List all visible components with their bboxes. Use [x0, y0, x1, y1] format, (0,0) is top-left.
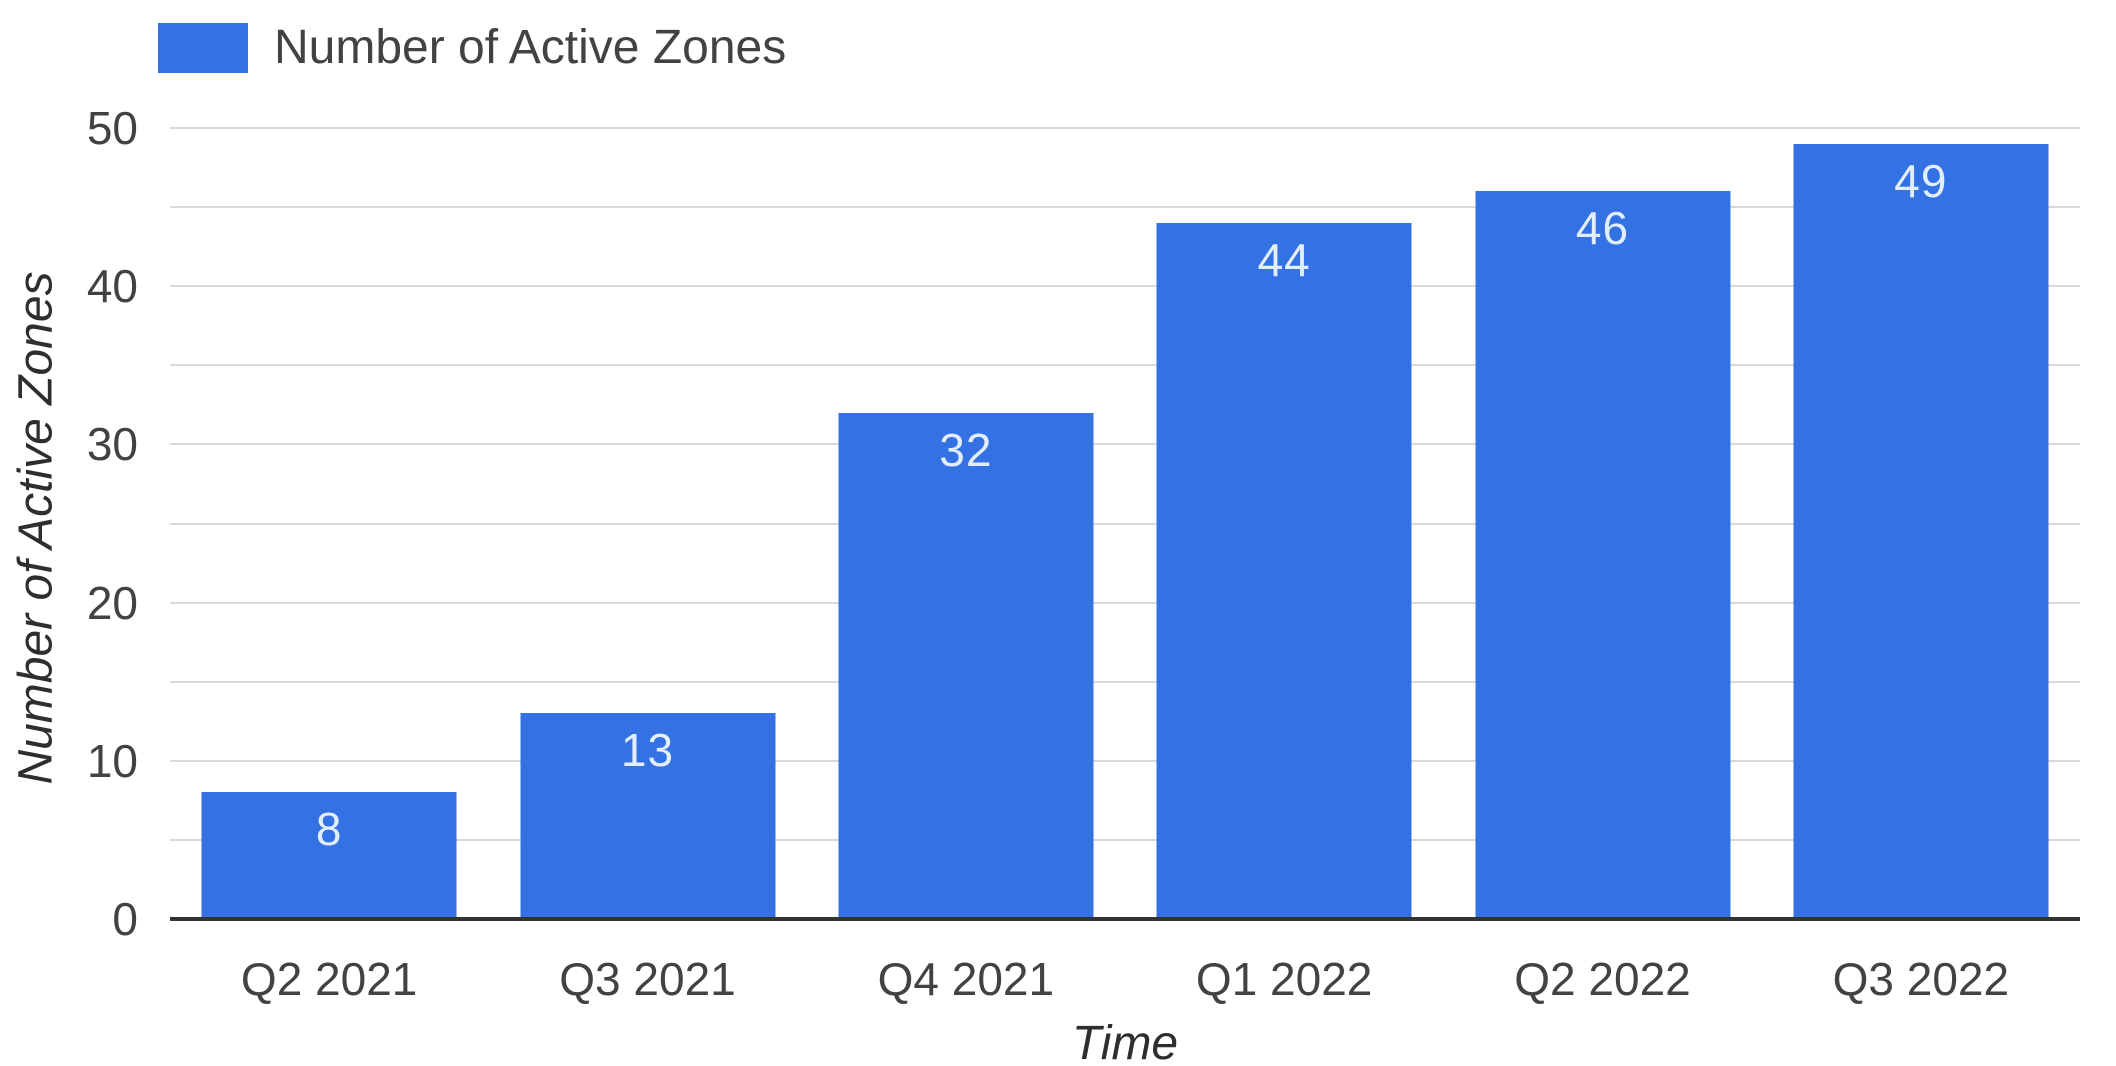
gridline-y-35: [170, 364, 2080, 367]
y-tick-label-40: 40: [86, 260, 138, 313]
bar-q3-2022: 49: [1793, 143, 2049, 919]
bar-q4-2021: 32: [838, 412, 1094, 919]
gridline-y-25: [170, 522, 2080, 525]
x-category-label-q2-2022: Q2 2022: [1514, 953, 1691, 1005]
x-axis-title: Time: [1071, 1017, 1179, 1066]
x-category-label-q3-2021: Q3 2021: [559, 953, 736, 1005]
bar-q2-2021: 8: [201, 792, 457, 919]
bar-value-label: 8: [315, 803, 343, 856]
y-tick-label-10: 10: [86, 734, 138, 787]
x-category-label-q1-2022: Q1 2022: [1195, 953, 1373, 1005]
legend-swatch: [158, 22, 248, 73]
x-category-label-q4-2021: Q4 2021: [877, 953, 1055, 1005]
bar-value-label: 46: [1575, 202, 1630, 255]
bar-q2-2022: 46: [1475, 191, 1730, 919]
y-axis-title: Number of Active Zones: [9, 271, 63, 785]
legend: Number of Active Zones: [158, 20, 786, 75]
gridline-y-30: [170, 443, 2080, 446]
gridline-y-20: [170, 601, 2080, 604]
bar-q3-2021: 13: [520, 713, 775, 919]
x-axis-line: [170, 917, 2080, 921]
bar-value-label: 32: [939, 423, 993, 476]
y-tick-label-50: 50: [86, 102, 138, 154]
gridline-y-15: [170, 680, 2080, 683]
x-category-label-q2-2021: Q2 2021: [240, 953, 418, 1005]
y-tick-label-0: 0: [112, 893, 138, 945]
gridline-y-50: [170, 127, 2080, 129]
bar-value-label: 49: [1894, 154, 1948, 207]
gridline-y-10: [170, 759, 2080, 762]
bar-value-label: 44: [1257, 233, 1311, 286]
plot-area: 8 13 32 44 46 49: [170, 127, 2080, 921]
bar-q1-2022: 44: [1156, 222, 1412, 919]
y-tick-label-30: 30: [86, 418, 138, 471]
gridline-y-45: [170, 206, 2080, 209]
x-category-label-q3-2022: Q3 2022: [1832, 953, 2010, 1005]
legend-label: Number of Active Zones: [274, 21, 787, 74]
gridline-y-5: [170, 838, 2080, 841]
y-tick-label-20: 20: [86, 576, 138, 629]
gridline-y-40: [170, 285, 2080, 288]
bar-value-label: 13: [620, 724, 675, 777]
